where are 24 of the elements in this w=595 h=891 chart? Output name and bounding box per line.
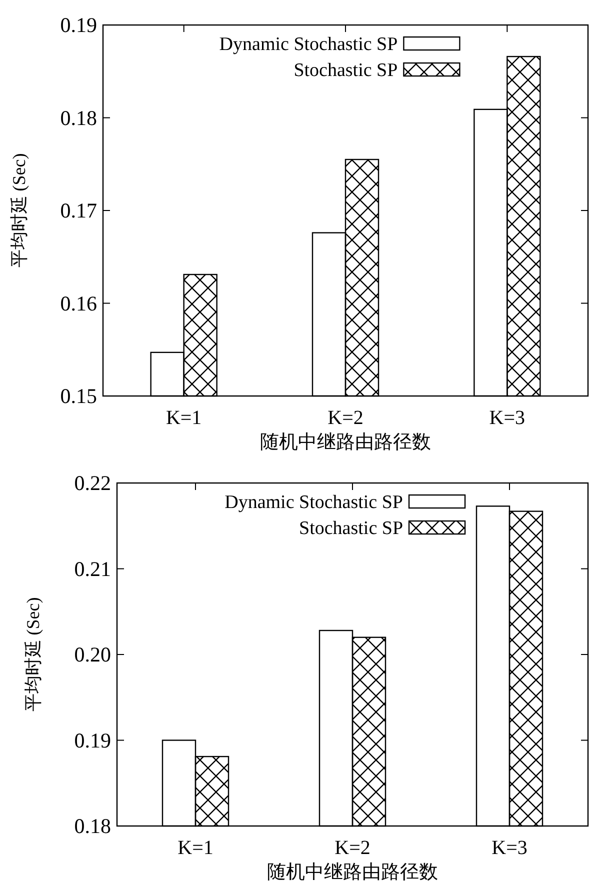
x-tick-label: K=2 <box>328 407 364 429</box>
y-tick-label: 0.17 <box>60 198 97 222</box>
x-tick-label: K=1 <box>166 407 202 429</box>
x-tick-label: K=2 <box>334 837 370 859</box>
x-axis-title: 随机中继路由路径数 <box>267 862 438 883</box>
y-tick-label: 0.22 <box>74 471 111 495</box>
x-tick-label: K=3 <box>489 407 526 429</box>
legend-label: Stochastic SP <box>299 518 404 539</box>
legend-label: Dynamic Stochastic SP <box>219 34 398 55</box>
y-tick-label: 0.18 <box>60 106 97 130</box>
legend-label: Dynamic Stochastic SP <box>224 492 404 513</box>
y-axis-title: 平均时延 (Sec) <box>23 597 43 712</box>
x-axis-title: 随机中继路由路径数 <box>260 432 431 453</box>
y-tick-label: 0.19 <box>74 728 111 752</box>
y-tick-label: 0.21 <box>74 556 111 581</box>
x-tick-label: K=3 <box>492 837 528 859</box>
y-tick-label: 0.20 <box>74 642 111 666</box>
y-tick-label: 0.19 <box>60 13 97 37</box>
y-axis-title: 平均时延 (Sec) <box>9 153 29 268</box>
x-tick-label: K=1 <box>178 837 214 859</box>
legend-label: Stochastic SP <box>294 60 398 81</box>
y-tick-label: 0.18 <box>74 814 111 838</box>
y-tick-label: 0.16 <box>60 291 97 316</box>
y-tick-label: 0.15 <box>60 384 97 408</box>
